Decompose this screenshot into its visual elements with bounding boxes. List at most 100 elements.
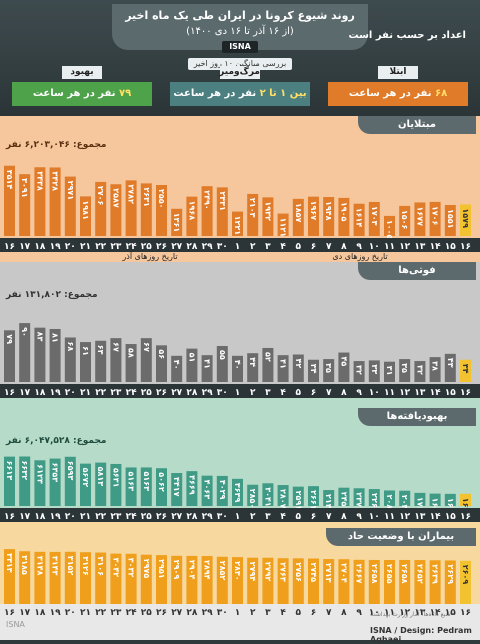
cases-bar-label: ۱۷۰۶: [431, 206, 440, 226]
cases-day-tick: ۲۹: [202, 242, 213, 252]
critical-day-tick: ۸: [341, 608, 347, 618]
cases-bar: [232, 211, 243, 236]
deaths-day-tick: ۱۶: [460, 388, 471, 398]
deaths-day-tick: ۲: [250, 388, 256, 398]
recovered-day-tick: ۶: [311, 512, 317, 522]
recovered-day-tick: ۲۴: [126, 512, 137, 522]
cases-bar-label: ۱۹۶۸: [187, 201, 196, 221]
recovered-day-tick: ۲: [250, 512, 256, 522]
critical-bar: [216, 556, 228, 604]
critical-bar-label: ۲۹۰۴: [187, 560, 196, 580]
recovered-bar-label: ۵۰۶۲: [157, 472, 166, 492]
deaths-bar-label: ۶۸: [66, 341, 75, 351]
cases-bar: [95, 181, 107, 236]
deaths-bar-label: ۳۴: [461, 364, 470, 374]
critical-bar: [399, 559, 411, 604]
infections-value-text: نفر در هر ساعت: [348, 88, 432, 99]
cases-day-tick: ۱۸: [34, 242, 45, 252]
cases-bar: [384, 215, 395, 236]
recovered-bar: [156, 468, 167, 506]
critical-day-tick: ۶: [311, 608, 317, 618]
recovered-day-tick: ۲۱: [80, 512, 91, 522]
cases-bar-label: ۲۵۵۰: [157, 189, 166, 209]
critical-day-tick: ۳: [265, 608, 271, 618]
cases-bar: [262, 197, 274, 236]
critical-day-tick: ۱۴: [430, 608, 441, 618]
cases-bar: [414, 202, 426, 236]
recovered-card: بهبود ۷۹ نفر در هر ساعت: [12, 66, 152, 110]
critical-day-tick: ۱۳: [414, 608, 425, 618]
cases-bar: [110, 184, 122, 236]
cases-bar: [323, 197, 335, 236]
critical-day-tick: ۱۱: [384, 608, 395, 618]
deaths-bar-label: ۳۴: [309, 364, 318, 374]
recovered-bar-label: ۴۶۶۹: [187, 475, 196, 495]
title-box: روند شیوع کرونا در ایران طی یک ماه اخیر …: [112, 4, 368, 50]
critical-bar: [110, 553, 122, 604]
critical-bar-label: ۲۶۵۸: [370, 564, 379, 584]
critical-day-tick: ۱۸: [34, 608, 45, 618]
deaths-bar: [125, 344, 137, 382]
cases-bar-label: ۱۵۰۶: [400, 210, 409, 230]
cases-day-tick: ۲۵: [141, 242, 152, 252]
deaths-day-tick: ۲۲: [95, 388, 106, 398]
recovered-bar-label: ۵۱۶۳: [142, 471, 151, 491]
deaths-day-tick: ۳: [265, 388, 271, 398]
cases-bar: [64, 176, 76, 236]
cases-day-tick: ۱۵: [445, 242, 456, 252]
critical-bar-label: ۲۷۵۶: [294, 562, 303, 582]
recovered-day-tick: ۷: [326, 512, 332, 522]
cases-day-tick: ۱۴: [430, 242, 441, 252]
critical-day-tick: ۲۵: [141, 608, 152, 618]
cases-bar: [186, 196, 198, 236]
critical-bar: [323, 559, 335, 604]
recovered-day-tick: ۱: [235, 512, 241, 522]
watermark: ISNA: [6, 620, 25, 629]
recovered-day-tick: ۱۹: [50, 512, 61, 522]
critical-day-tick: ۱۵: [445, 608, 456, 618]
recovered-bar-label: ۱۶۵۸: [431, 498, 440, 508]
deaths-day-tick: ۲۹: [202, 388, 213, 398]
recovered-bar: [64, 456, 76, 506]
cases-day-tick: ۲۶: [156, 242, 167, 252]
recovered-bar: [384, 490, 395, 506]
cases-bar-label: ۱۸۵۷: [294, 203, 303, 223]
cases-day-tick: ۱۱: [384, 242, 395, 252]
cases-days-axis: ۱۶ ۱۷ ۱۸ ۱۹ ۲۰ ۲۱ ۲۲ ۲۳ ۲۴ ۲۵ ۲۶ ۲۷ ۲۸ ۲۹ ۳۰ ۱ ۲ ۳ ۴ ۵ ۶ ۷ ۸ ۹ ۱…: [4, 242, 471, 252]
recovered-bar-label: ۲۳۷۶: [355, 492, 364, 508]
recovered-bar-label: ۲۲۶۹: [370, 493, 379, 508]
cases-bar-label: ۱۵۵۱: [446, 209, 455, 229]
deaths-days-axis: ۱۶ ۱۷ ۱۸ ۱۹ ۲۰ ۲۱ ۲۲ ۲۳ ۲۴ ۲۵ ۲۶ ۲۷ ۲۸ ۲۹ ۳۰ ۱ ۲ ۳ ۴ ۵ ۶ ۷ ۸ ۹ ۱…: [4, 388, 471, 398]
critical-day-tick: ۲۲: [95, 608, 106, 618]
critical-bar: [460, 560, 471, 604]
recovered-bar-label: ۲۰۸۱: [385, 494, 394, 508]
recovered-day-tick: ۱۸: [34, 512, 45, 522]
recovered-card-label: بهبود: [62, 66, 102, 79]
critical-bar: [292, 558, 304, 604]
critical-bar: [156, 555, 167, 604]
cases-day-tick: ۸: [341, 242, 347, 252]
critical-day-tick: ۷: [326, 608, 332, 618]
deaths-bar-label: ۶۳: [96, 345, 105, 355]
cases-bar-label: ۲۹۷۱: [66, 181, 75, 201]
critical-bar: [262, 557, 274, 604]
critical-bar-label: ۳۱۸۵: [20, 555, 29, 575]
recovered-day-tick: ۱۶: [460, 512, 471, 522]
critical-bar-label: ۳۱۴۳: [51, 556, 60, 576]
recovered-bar-label: ۲۸۵۰: [248, 489, 257, 508]
critical-bar-label: ۲۶۳۹: [431, 564, 440, 584]
deaths-bar-label: ۵۶: [157, 349, 166, 359]
critical-days-axis: ۱۶ ۱۷ ۱۸ ۱۹ ۲۰ ۲۱ ۲۲ ۲۳ ۲۴ ۲۵ ۲۶ ۲۷ ۲۸ ۲۹ ۳۰ ۱ ۲ ۳ ۴ ۵ ۶ ۷ ۸ ۹ ۱…: [4, 608, 471, 618]
cases-bar: [368, 201, 380, 236]
cases-bar: [201, 186, 213, 236]
recovered-bar: [368, 489, 380, 506]
critical-bar: [34, 551, 46, 604]
deaths-bar-label: ۳۲: [355, 365, 364, 375]
recovered-day-tick: ۱۴: [430, 512, 441, 522]
critical-bar-label: ۳۳۱۳: [5, 553, 14, 573]
data-source: منبع داده‌ها: آمار وزارت بهداشت: [370, 611, 451, 618]
critical-bar-label: ۲۷۰۴: [339, 563, 348, 583]
critical-bar-label: ۳۰۴۲: [111, 558, 120, 578]
critical-day-tick: ۲۱: [80, 608, 91, 618]
recovered-bar: [80, 463, 91, 506]
